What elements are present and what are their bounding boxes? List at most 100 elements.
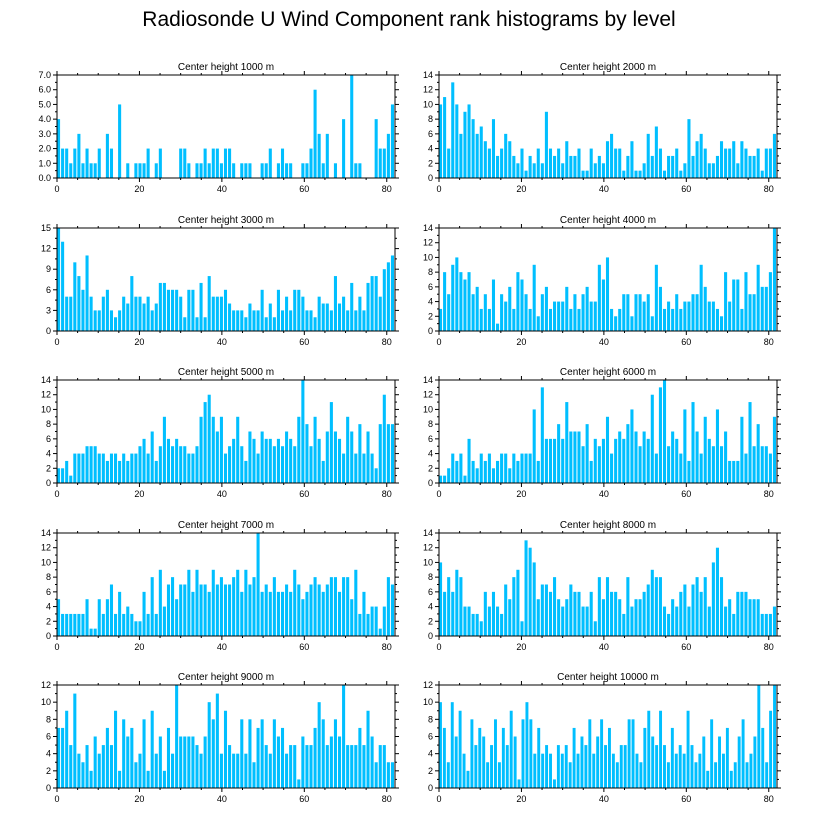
histogram-bar xyxy=(569,308,573,331)
histogram-bar xyxy=(93,736,97,788)
histogram-bar xyxy=(455,104,459,178)
histogram-bar xyxy=(203,317,207,331)
histogram-bar xyxy=(529,719,533,788)
x-tick-label: 0 xyxy=(54,337,59,347)
histogram-bar xyxy=(114,317,118,331)
histogram-bar xyxy=(443,272,447,331)
panel-title: Center height 5000 m xyxy=(178,367,274,378)
histogram-bar xyxy=(773,685,776,788)
y-tick-label: 3.0 xyxy=(38,129,51,139)
histogram-bar xyxy=(610,453,614,483)
histogram-bar xyxy=(166,289,171,331)
histogram-bar xyxy=(183,148,187,178)
histogram-bar xyxy=(309,446,313,483)
histogram-bar xyxy=(232,753,236,788)
histogram-bar xyxy=(658,148,662,178)
histogram-bar xyxy=(736,591,740,636)
histogram-bar xyxy=(301,163,305,178)
histogram-bar xyxy=(557,599,561,636)
histogram-bar xyxy=(61,727,65,788)
histogram-bar xyxy=(646,584,650,636)
histogram-bar xyxy=(501,727,505,788)
histogram-bar xyxy=(272,446,276,483)
histogram-bar xyxy=(623,745,627,788)
histogram-bar xyxy=(698,753,702,788)
histogram-bar xyxy=(142,303,146,331)
histogram-bar xyxy=(683,584,687,636)
histogram-bar xyxy=(81,762,85,788)
histogram-bar xyxy=(520,148,524,178)
histogram-bar xyxy=(244,753,248,788)
histogram-bar xyxy=(548,308,553,331)
y-tick-label: 2.0 xyxy=(38,144,51,154)
histogram-bar xyxy=(390,424,394,483)
histogram-bar xyxy=(289,438,293,483)
y-tick-label: 14 xyxy=(423,70,433,80)
histogram-bar xyxy=(105,599,109,636)
histogram-bar xyxy=(321,303,325,331)
histogram-bar xyxy=(536,460,540,483)
histogram-bar xyxy=(509,710,513,788)
histogram-bar xyxy=(342,685,346,788)
histogram-bar xyxy=(553,301,557,331)
histogram-bar xyxy=(715,547,719,636)
panel-3: Center height 3000 m 0 3 6 9 12 15 0 20 40 60 80 xyxy=(41,215,399,347)
histogram-bar xyxy=(719,141,724,178)
histogram-bar xyxy=(138,446,142,483)
histogram-bar xyxy=(370,736,374,788)
histogram-bar xyxy=(317,133,321,178)
x-tick-label: 80 xyxy=(764,337,774,347)
x-tick-label: 60 xyxy=(299,184,309,194)
histogram-bar xyxy=(73,613,77,636)
y-tick-label: 4.0 xyxy=(38,114,51,124)
histogram-bar xyxy=(467,606,471,636)
histogram-bar xyxy=(386,262,390,331)
histogram-bar xyxy=(524,540,528,636)
histogram-bar xyxy=(354,745,358,788)
histogram-bar xyxy=(619,745,623,788)
y-tick-label: 12 xyxy=(423,680,433,690)
histogram-bar xyxy=(289,591,293,636)
histogram-bar xyxy=(272,719,276,788)
x-tick-label: 0 xyxy=(436,642,441,652)
histogram-bar xyxy=(378,745,382,788)
x-tick-label: 40 xyxy=(599,337,609,347)
histogram-bar xyxy=(768,453,772,483)
histogram-bar xyxy=(581,294,585,331)
x-tick-label: 60 xyxy=(681,489,691,499)
histogram-bar xyxy=(386,424,390,483)
histogram-bar xyxy=(309,148,313,178)
histogram-bar xyxy=(732,279,736,331)
histogram-bar xyxy=(232,438,236,483)
histogram-bar xyxy=(478,727,482,788)
y-tick-label: 6 xyxy=(46,434,51,444)
y-tick-label: 4 xyxy=(428,749,433,759)
histogram-bar xyxy=(439,702,442,788)
histogram-bar xyxy=(219,416,223,483)
figure-title: Radiosonde U Wind Component rank histogr… xyxy=(142,8,676,31)
histogram-bar xyxy=(611,753,615,788)
panel-title: Center height 10000 m xyxy=(557,672,659,683)
histogram-bar xyxy=(630,409,634,483)
histogram-bar xyxy=(642,163,646,178)
histogram-bar xyxy=(158,569,162,636)
histogram-bar xyxy=(207,702,211,788)
histogram-bar xyxy=(199,584,203,636)
histogram-bar xyxy=(577,308,581,331)
histogram-bar xyxy=(223,453,228,483)
histogram-bar xyxy=(382,606,386,636)
histogram-bar xyxy=(715,155,719,178)
y-tick-label: 10 xyxy=(423,252,433,262)
histogram-bar xyxy=(69,745,73,788)
histogram-bar xyxy=(719,577,724,636)
histogram-bar xyxy=(585,286,589,331)
histogram-bar xyxy=(272,317,276,331)
x-tick-label: 60 xyxy=(299,489,309,499)
histogram-bar xyxy=(232,163,236,178)
histogram-bar xyxy=(654,126,658,178)
y-tick-label: 10 xyxy=(423,697,433,707)
histogram-bar xyxy=(646,133,650,178)
histogram-bar xyxy=(248,303,252,331)
histogram-bar xyxy=(162,416,166,483)
histogram-bar xyxy=(61,613,65,636)
